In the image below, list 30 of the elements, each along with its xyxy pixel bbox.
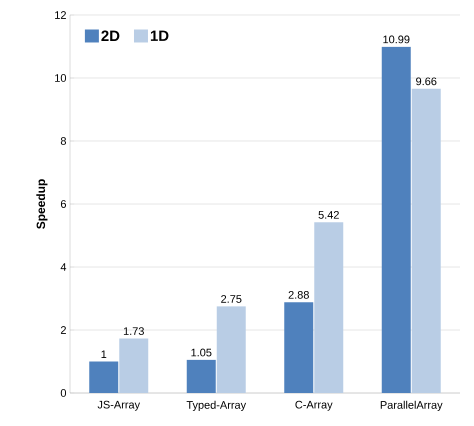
x-tick-label: Typed-Array	[186, 400, 246, 411]
y-tick-label: 2	[60, 326, 66, 334]
data-label: 2.88	[288, 291, 309, 299]
bar	[382, 46, 411, 393]
data-label: 1	[102, 350, 106, 358]
y-tick-label: 6	[60, 200, 66, 208]
y-tick-label: 4	[60, 263, 66, 271]
bar	[314, 222, 344, 393]
bar	[216, 306, 246, 393]
data-label: 1.73	[124, 327, 144, 335]
legend-label: 2D	[101, 30, 120, 41]
data-label: 1.05	[191, 348, 212, 356]
data-label: 2.75	[221, 295, 242, 303]
y-tick-label: 12	[55, 11, 66, 19]
bar	[186, 360, 216, 393]
bar	[284, 302, 314, 393]
bar	[89, 362, 118, 393]
data-label: 9.66	[416, 77, 436, 86]
x-tick-label: JS-Array	[98, 400, 140, 411]
y-tick-label: 10	[55, 74, 66, 82]
y-tick-label: 8	[60, 137, 66, 145]
y-axis-title: Speedup	[36, 179, 48, 229]
x-tick-label: ParallelArray	[380, 400, 443, 411]
bar	[119, 338, 148, 393]
legend-label: 1D	[150, 30, 168, 41]
x-tick-label: C-Array	[295, 400, 333, 411]
y-tick-label: 0	[60, 389, 66, 397]
data-label: 10.99	[383, 36, 410, 44]
bar	[412, 88, 441, 393]
data-label: 5.42	[318, 211, 339, 219]
